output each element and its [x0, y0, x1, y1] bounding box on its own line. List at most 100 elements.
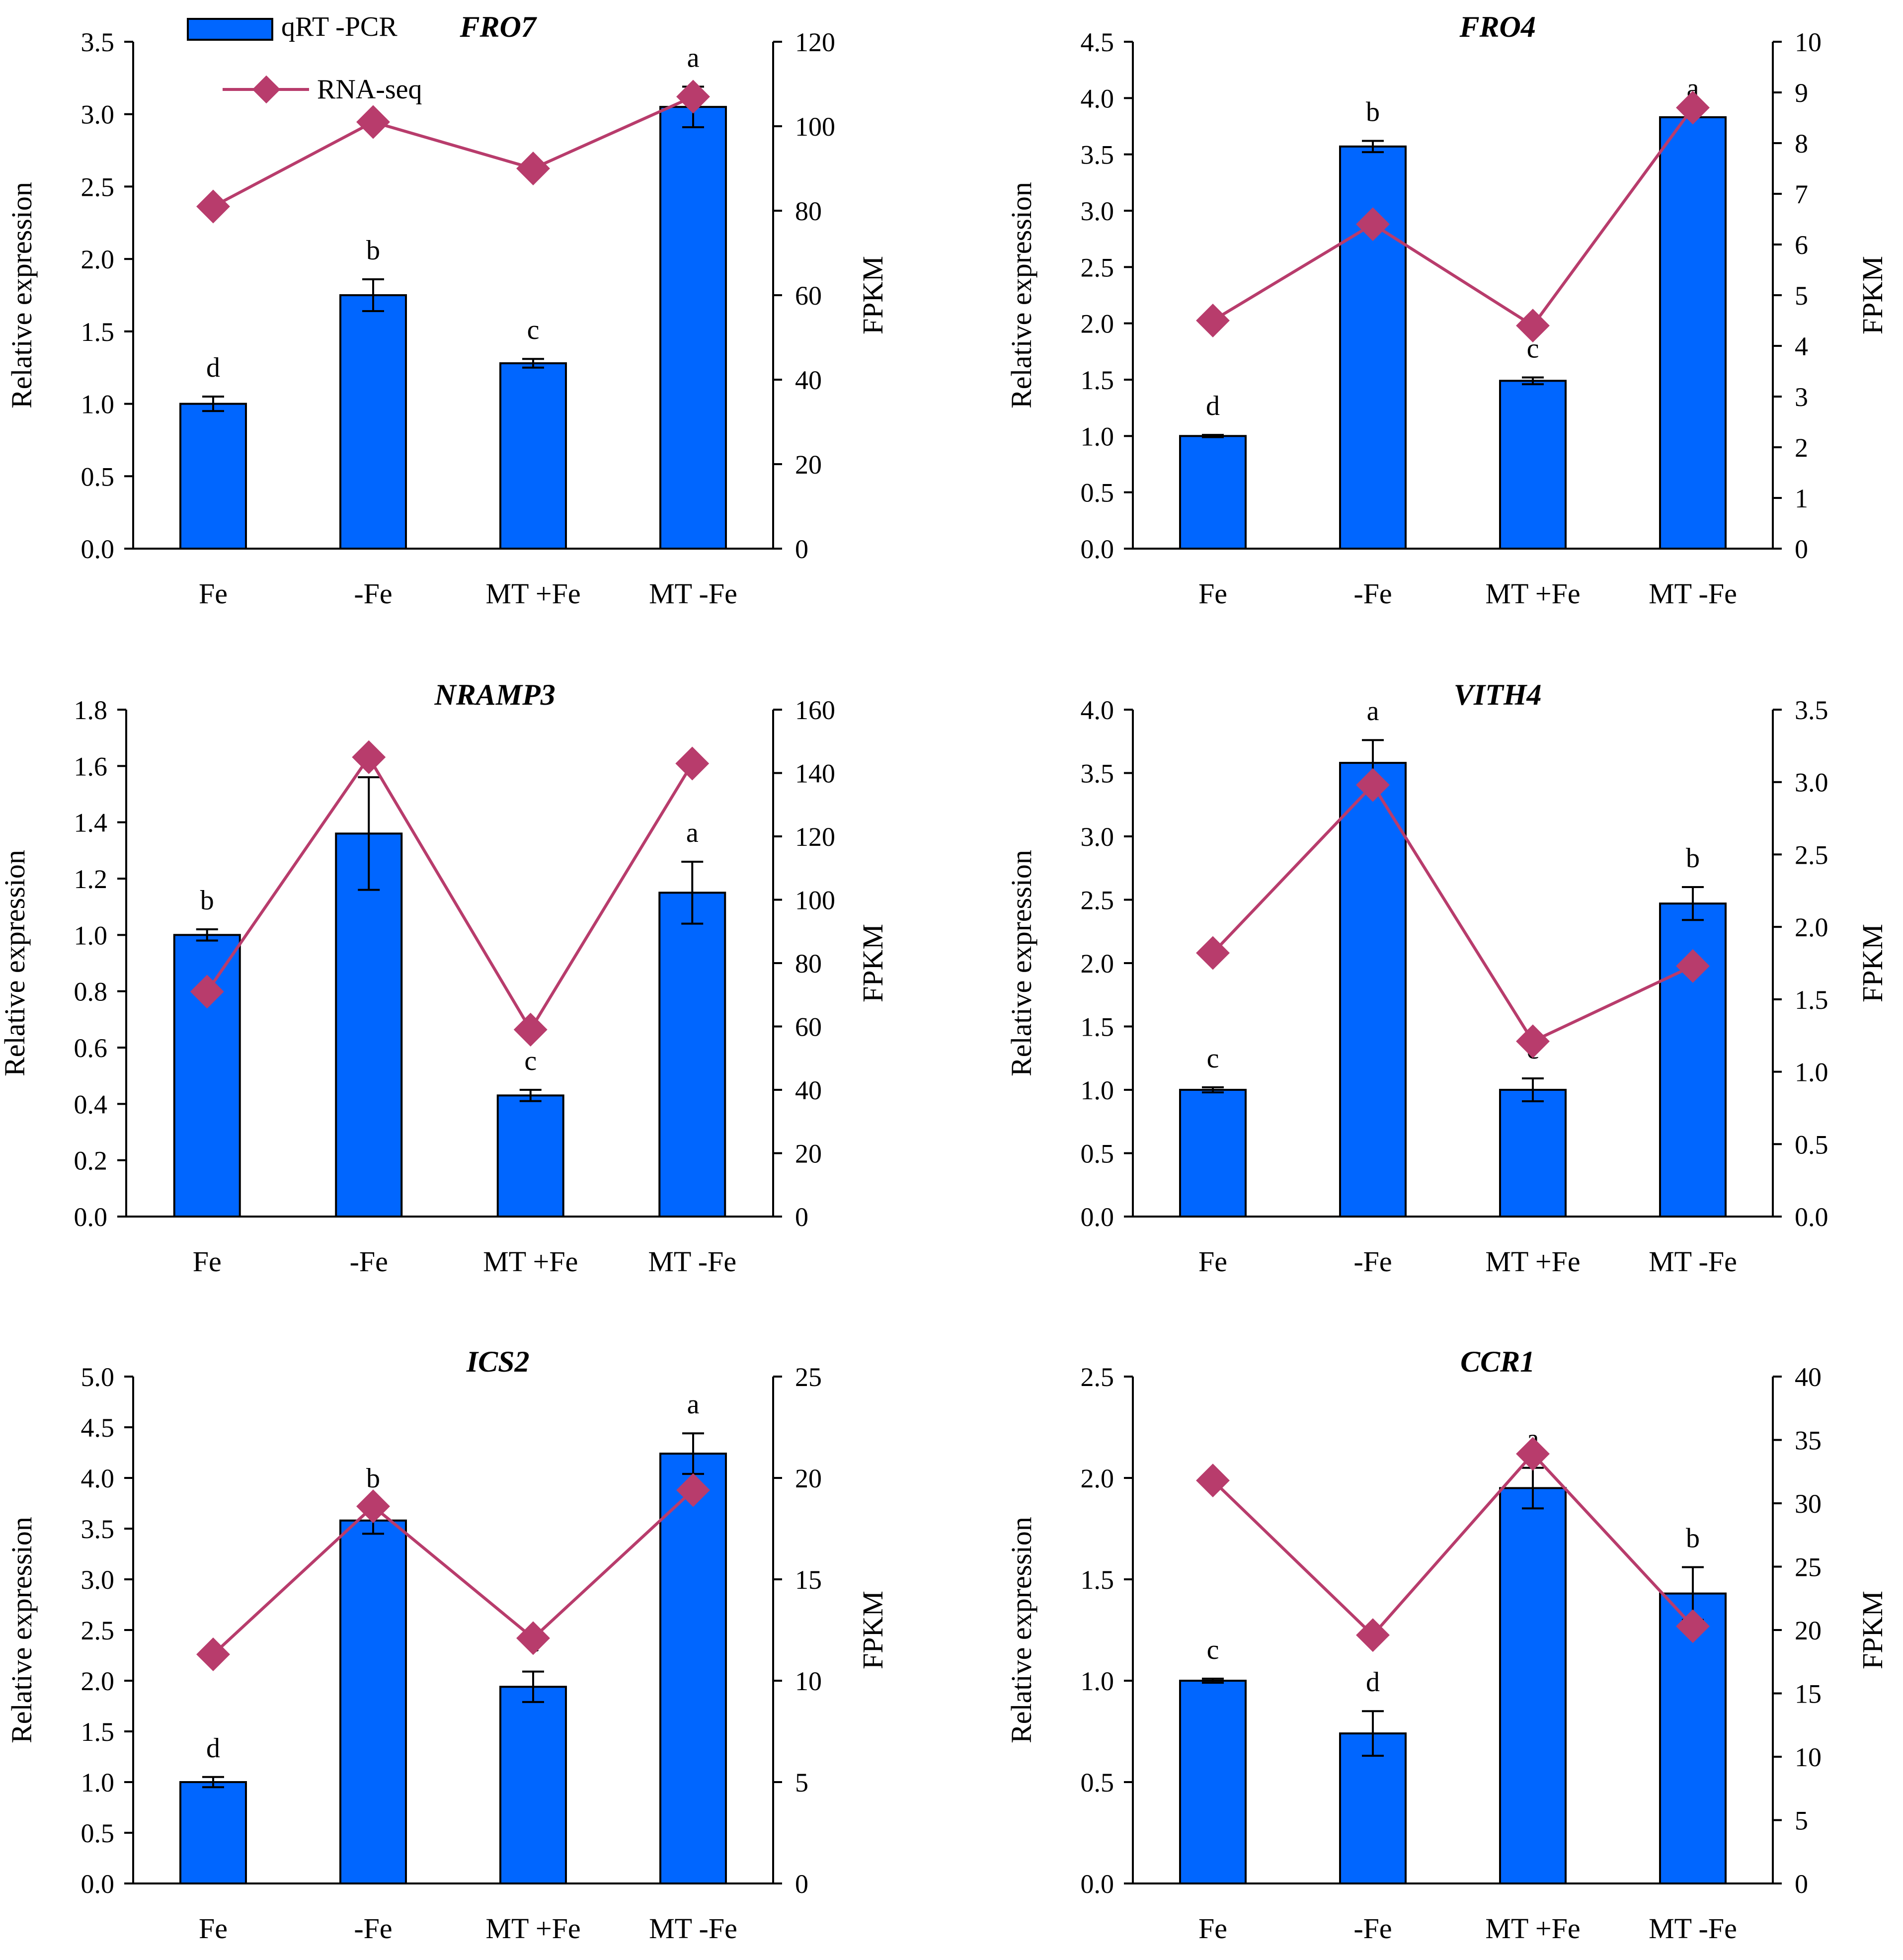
right-tick-label: 0.0	[1795, 1202, 1828, 1232]
category-label: -Fe	[1353, 1912, 1392, 1945]
right-tick-label: 2	[1795, 433, 1808, 463]
left-tick-label: 0.0	[81, 534, 115, 564]
rna-seq-marker	[516, 1621, 550, 1655]
left-tick-label: 3.0	[81, 1565, 115, 1595]
chart-title: FRO7	[459, 10, 537, 43]
bar	[179, 1781, 247, 1884]
left-axis-title: Relative expression	[1005, 1517, 1037, 1743]
bar	[1179, 1089, 1247, 1218]
rna-seq-marker	[1516, 1437, 1550, 1471]
rna-seq-marker	[513, 1012, 548, 1047]
category-label: MT -Fe	[1649, 577, 1737, 610]
right-tick-label: 9	[1795, 78, 1808, 108]
right-axis-title: FPKM	[857, 1591, 889, 1669]
left-tick-label: 1.8	[74, 695, 108, 725]
rna-seq-marker	[1356, 768, 1390, 802]
left-tick-label: 0.5	[1081, 1139, 1114, 1169]
significance-letter: d	[206, 1733, 220, 1764]
right-tick-label: 10	[1795, 27, 1822, 57]
right-tick-label: 20	[795, 450, 822, 480]
significance-letter: a	[687, 42, 700, 73]
right-tick-label: 8	[1795, 129, 1808, 159]
rna-seq-marker	[1196, 936, 1230, 970]
rna-seq-line	[1211, 1452, 1694, 1637]
rna-seq-marker	[1516, 309, 1550, 343]
significance-letter: c	[527, 315, 540, 345]
category-label: Fe	[1198, 1245, 1227, 1278]
left-tick-label: 3.5	[81, 27, 115, 57]
right-tick-label: 35	[1795, 1426, 1822, 1456]
rna-seq-line	[1211, 782, 1694, 1044]
left-tick-label: 3.0	[1081, 822, 1114, 852]
right-axis-title: FPKM	[1856, 256, 1889, 334]
rna-seq-marker	[1676, 949, 1710, 983]
significance-letter: c	[524, 1046, 537, 1076]
left-tick-label: 1.6	[74, 751, 108, 781]
chart-title: NRAMP3	[434, 678, 555, 711]
left-tick-label: 3.0	[1081, 196, 1114, 226]
right-tick-label: 3.0	[1795, 768, 1828, 798]
left-tick-label: 4.0	[1081, 83, 1114, 113]
right-axis-title: FPKM	[857, 924, 889, 1002]
left-tick-label: 0.5	[1081, 478, 1114, 508]
left-tick-label: 0.5	[81, 1818, 115, 1848]
chart-panel-ics2: 0.0 0.5 1.0 1.5 2.0 2.5 3.0 3.5 4.0 4.5 5.0 0 5 10 15 2…	[5, 1345, 889, 1945]
right-tick-label: 1.0	[1795, 1058, 1828, 1087]
left-axis-title: Relative expression	[0, 850, 31, 1076]
rna-seq-marker	[196, 189, 230, 224]
category-label: -Fe	[1353, 1245, 1392, 1278]
right-tick-label: 0	[1795, 1869, 1808, 1899]
rna-seq-marker	[1676, 90, 1710, 125]
category-label: Fe	[199, 1912, 228, 1945]
category-label: MT -Fe	[649, 1912, 737, 1945]
right-tick-label: 100	[795, 112, 835, 142]
left-tick-label: 0.5	[81, 462, 115, 491]
bar	[1499, 1089, 1567, 1218]
left-tick-label: 3.5	[1081, 759, 1114, 789]
right-tick-label: 1	[1795, 484, 1808, 513]
right-tick-label: 25	[795, 1362, 822, 1392]
left-tick-label: 2.0	[1081, 309, 1114, 339]
left-tick-label: 2.5	[81, 1616, 115, 1645]
rna-seq-line	[212, 95, 694, 208]
right-tick-label: 30	[1795, 1489, 1822, 1519]
bar	[1339, 145, 1407, 550]
category-label: MT -Fe	[1649, 1912, 1737, 1945]
category-label: MT +Fe	[485, 1912, 580, 1945]
rna-seq-marker	[675, 746, 710, 781]
rna-seq-marker	[1196, 304, 1230, 337]
significance-letter: d	[206, 352, 220, 383]
left-tick-label: 1.0	[1081, 1666, 1114, 1696]
right-tick-label: 4	[1795, 331, 1808, 361]
right-axis-title: FPKM	[1856, 1591, 1889, 1669]
category-label: MT +Fe	[1485, 1245, 1580, 1278]
right-tick-label: 5	[1795, 281, 1808, 311]
right-tick-label: 7	[1795, 179, 1808, 209]
right-axis-title: FPKM	[857, 256, 889, 334]
left-tick-label: 4.5	[81, 1413, 115, 1443]
left-tick-label: 3.5	[81, 1514, 115, 1544]
bar	[658, 892, 726, 1218]
chart-title: CCR1	[1460, 1345, 1535, 1378]
right-tick-label: 15	[1795, 1679, 1822, 1709]
rna-seq-line	[1212, 106, 1694, 328]
right-tick-label: 20	[795, 1139, 822, 1169]
right-tick-label: 120	[795, 822, 835, 852]
legend-line-label: RNA-seq	[317, 74, 422, 105]
right-tick-label: 0	[795, 1869, 808, 1899]
chart-panel-nramp3: 0.0 0.2 0.4 0.6 0.8 1.0 1.2 1.4 1.6 1.8 0 20 40 60 80 1…	[0, 678, 889, 1278]
right-tick-label: 140	[795, 759, 835, 789]
significance-letter: b	[1686, 1523, 1700, 1554]
left-tick-label: 2.0	[1081, 1464, 1114, 1493]
rna-seq-line	[206, 754, 694, 1033]
rna-seq-marker	[516, 152, 550, 185]
left-tick-label: 2.5	[1081, 1362, 1114, 1392]
left-tick-label: 1.4	[74, 808, 108, 838]
bar	[659, 1453, 727, 1885]
significance-letter: a	[687, 1389, 700, 1420]
significance-letter: c	[1207, 1043, 1219, 1074]
right-axis-title: FPKM	[1856, 924, 1889, 1002]
bar	[335, 832, 403, 1218]
significance-letter: b	[200, 885, 214, 916]
